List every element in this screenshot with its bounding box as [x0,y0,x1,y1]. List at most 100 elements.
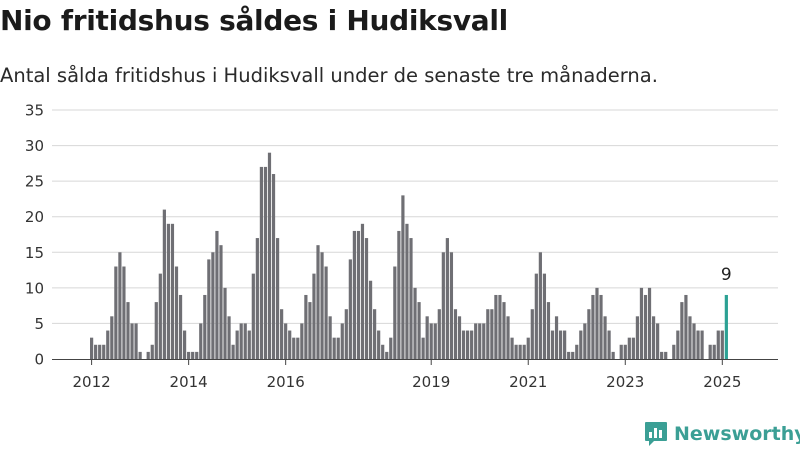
bar [611,351,615,359]
bar [546,302,551,359]
bar-chart-logo-icon [645,422,667,446]
bar [227,316,231,359]
bar [239,323,243,359]
bar [518,344,522,359]
bar [409,238,413,359]
bar [708,344,712,359]
bar [138,351,142,359]
y-tick-label: 25 [25,173,44,191]
bar [627,337,631,359]
bar [579,330,583,359]
bar [490,309,494,359]
bar [397,230,401,359]
bar [187,351,191,359]
bar [146,351,150,359]
x-tick-label: 2019 [412,373,450,391]
bar [530,309,534,359]
bar [263,166,268,359]
brand-name: Newsworthy [674,423,800,445]
bar [118,252,122,359]
bar-highlight [724,294,728,359]
bar [211,252,215,359]
bar [522,344,526,359]
bar [393,266,397,359]
bar [385,351,389,359]
bar [114,266,118,359]
y-tick-label: 20 [25,208,44,226]
bar [716,330,720,359]
bar [336,337,340,359]
bar [664,351,668,359]
bar [558,330,563,359]
bar [288,330,292,359]
bar [344,309,348,359]
bar [502,302,506,359]
brand-logo[interactable]: Newsworthy [644,420,800,448]
bar [603,316,607,359]
x-tick-label: 2016 [267,373,305,391]
bar [494,294,498,359]
bar [178,294,183,359]
x-tick-label: 2014 [170,373,208,391]
bar [134,323,138,359]
bar [401,195,405,359]
bar [538,252,542,359]
bar [720,330,724,359]
bar [635,316,640,359]
bar [599,294,603,359]
bar [425,316,429,359]
bar [700,330,704,359]
bar [643,294,648,359]
bar [267,152,272,359]
bar [247,330,251,359]
bar [199,323,203,359]
bar [688,316,692,359]
x-tick-label: 2021 [509,373,547,391]
bar [692,323,696,359]
bar [377,330,381,359]
bar [340,323,344,359]
bar [449,252,454,359]
bar [106,330,110,359]
bar [684,294,688,359]
bar [696,330,700,359]
bar [356,230,361,359]
bar [498,294,502,359]
bar [656,323,660,359]
bar [534,273,538,359]
bar [680,302,684,359]
bar [417,302,421,359]
bar [94,344,98,359]
bar [324,266,328,359]
y-tick-label: 10 [25,279,44,297]
bar [102,344,106,359]
bar [631,337,635,359]
bar [280,309,284,359]
bar [672,344,676,359]
bar [510,337,514,359]
bar [223,287,227,359]
bar [158,273,162,359]
data-label: 9 [721,265,732,285]
bar [207,259,211,359]
bar [191,351,195,359]
bar [130,323,134,359]
bar [360,223,365,359]
bar [466,330,470,359]
bar [316,245,320,359]
bar [660,351,664,359]
bar [482,323,486,359]
bar [320,252,324,359]
bar [554,316,559,359]
bar [98,344,102,359]
bar [461,330,466,359]
bar [506,316,510,359]
bar [526,337,530,359]
bar [453,309,458,359]
y-tick-label: 30 [25,137,44,155]
y-tick-label: 35 [25,102,44,120]
bar [619,344,623,359]
bar [364,238,369,359]
bar [154,302,158,359]
bar [676,330,680,359]
